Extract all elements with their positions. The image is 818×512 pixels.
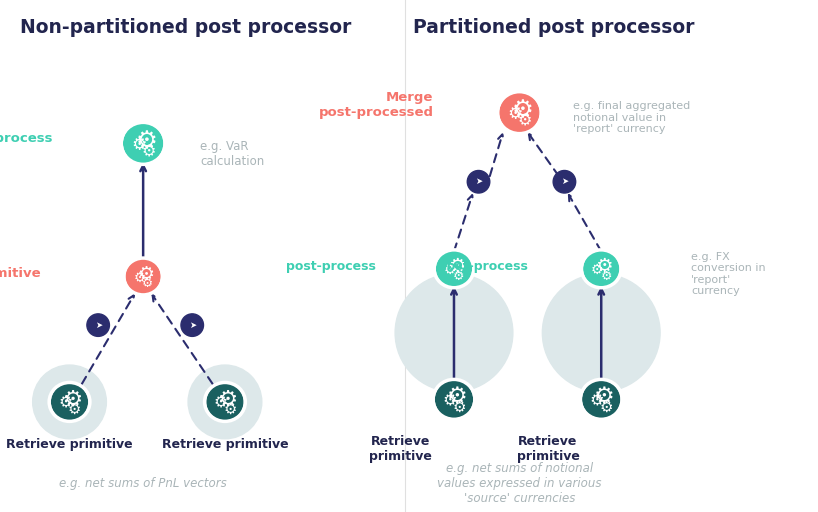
Text: ⚙: ⚙ — [131, 136, 146, 154]
Text: ➤: ➤ — [189, 321, 196, 330]
Text: Retrieve
primitive: Retrieve primitive — [517, 435, 579, 463]
Text: e.g. net sums of notional
values expressed in various
'source' currencies: e.g. net sums of notional values express… — [437, 462, 602, 505]
Ellipse shape — [52, 384, 88, 420]
Text: ⚙: ⚙ — [68, 402, 81, 417]
Text: ⚙: ⚙ — [512, 98, 534, 122]
Text: post-process: post-process — [286, 260, 376, 273]
Text: ➤: ➤ — [475, 177, 482, 186]
Text: ⚙: ⚙ — [600, 399, 614, 415]
Text: post-process: post-process — [0, 132, 53, 145]
Ellipse shape — [87, 314, 110, 336]
Text: ⚙: ⚙ — [453, 270, 465, 283]
Ellipse shape — [584, 251, 618, 286]
Text: ⚙: ⚙ — [447, 386, 468, 409]
Text: ⚙: ⚙ — [133, 271, 146, 285]
Text: ⚙: ⚙ — [596, 257, 614, 276]
Text: ⚙: ⚙ — [518, 113, 532, 129]
Text: ⚙: ⚙ — [443, 393, 457, 409]
Ellipse shape — [437, 251, 471, 286]
Text: Partitioned post processor: Partitioned post processor — [413, 18, 694, 37]
Text: ⚙: ⚙ — [591, 263, 604, 277]
Text: Retrieve primitive: Retrieve primitive — [162, 438, 288, 451]
Text: Non-partitioned post processor: Non-partitioned post processor — [20, 18, 352, 37]
Ellipse shape — [467, 170, 490, 193]
Ellipse shape — [188, 365, 262, 439]
Text: Retrieve primitive: Retrieve primitive — [7, 438, 133, 451]
Ellipse shape — [33, 365, 106, 439]
Text: Merge primitive: Merge primitive — [0, 267, 41, 281]
Text: ⚙: ⚙ — [58, 396, 73, 411]
Text: ⚙: ⚙ — [223, 402, 236, 417]
Text: ⚙: ⚙ — [137, 265, 155, 284]
Text: ➤: ➤ — [95, 321, 101, 330]
Text: Retrieve
primitive: Retrieve primitive — [370, 435, 432, 463]
Text: e.g. final aggregated
notional value in
'report' currency: e.g. final aggregated notional value in … — [573, 101, 690, 134]
Text: ➤: ➤ — [561, 177, 568, 186]
Text: ⚙: ⚙ — [448, 257, 466, 276]
Text: ⚙: ⚙ — [600, 270, 612, 283]
Text: Merge
post-processed: Merge post-processed — [318, 91, 434, 119]
Ellipse shape — [181, 314, 204, 336]
Ellipse shape — [553, 170, 576, 193]
Ellipse shape — [582, 381, 620, 418]
Ellipse shape — [500, 93, 539, 132]
Ellipse shape — [395, 274, 513, 392]
Text: ⚙: ⚙ — [142, 277, 154, 290]
Text: e.g. FX
conversion in
'report'
currency: e.g. FX conversion in 'report' currency — [691, 251, 766, 296]
Ellipse shape — [207, 384, 243, 420]
Ellipse shape — [542, 274, 660, 392]
Text: ⚙: ⚙ — [444, 263, 456, 277]
Text: ⚙: ⚙ — [452, 399, 466, 415]
Text: ⚙: ⚙ — [218, 390, 238, 410]
Text: ⚙: ⚙ — [594, 386, 615, 409]
Text: ⚙: ⚙ — [213, 396, 228, 411]
Text: ⚙: ⚙ — [142, 144, 155, 159]
Ellipse shape — [124, 124, 163, 163]
Text: ⚙: ⚙ — [507, 105, 523, 123]
Text: post-process: post-process — [438, 260, 528, 273]
Text: ⚙: ⚙ — [590, 393, 605, 409]
Ellipse shape — [126, 260, 160, 293]
Text: e.g. net sums of PnL vectors: e.g. net sums of PnL vectors — [59, 477, 227, 490]
Text: e.g. VaR
calculation: e.g. VaR calculation — [200, 140, 265, 167]
Ellipse shape — [435, 381, 473, 418]
Text: ⚙: ⚙ — [136, 129, 158, 153]
Text: ⚙: ⚙ — [63, 390, 83, 410]
